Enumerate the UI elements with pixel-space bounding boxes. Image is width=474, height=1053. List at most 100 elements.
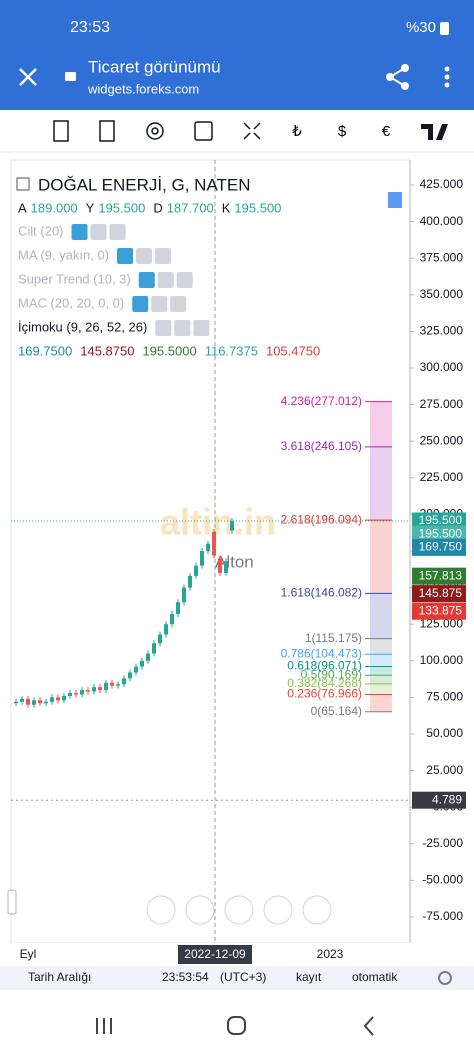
tv-logo — [421, 124, 448, 140]
currency-button[interactable]: $ — [338, 123, 347, 140]
candle-body — [80, 690, 84, 695]
toolbar — [0, 110, 474, 152]
scale-button[interactable] — [388, 192, 402, 208]
price-label: 195.500 — [419, 513, 463, 527]
candle-body — [182, 587, 186, 603]
candle-body — [74, 693, 78, 695]
status-time: 23:53 — [70, 19, 110, 36]
ichimoku-value: 145.8750 — [80, 343, 134, 358]
currency-button[interactable]: € — [382, 123, 391, 140]
y-tick-label: -75.000 — [422, 909, 463, 923]
candle-body — [32, 700, 36, 705]
indicator-name[interactable]: Super Trend (10, 3) — [18, 271, 131, 286]
fib-zone — [370, 694, 392, 712]
crosshair-date-box — [178, 945, 252, 964]
ohlc-key: K — [222, 200, 231, 215]
status-battery: %30 — [406, 19, 436, 36]
ichimoku-value: 105.4750 — [266, 343, 320, 358]
indicator-eye[interactable] — [132, 296, 149, 312]
candle-body — [206, 543, 210, 551]
indicator-name[interactable]: İçimoku (9, 26, 52, 26) — [18, 319, 147, 334]
y-tick-label: 75.000 — [426, 690, 463, 704]
price-label-box — [412, 602, 466, 620]
price-label: 157.813 — [419, 568, 463, 582]
indicator-eye[interactable] — [155, 320, 172, 336]
page-title: Ticaret görünümü — [88, 57, 221, 76]
price-label-box — [412, 791, 466, 809]
y-tick-label: 350.000 — [420, 287, 464, 301]
toolbar-icons[interactable] — [53, 120, 261, 142]
indicator-settings[interactable] — [174, 320, 191, 336]
plot-area — [10, 159, 411, 944]
price-label-box — [412, 512, 466, 530]
timezone[interactable]: (UTC+3) — [220, 970, 266, 984]
fib-zone — [370, 593, 392, 639]
nav-buttons[interactable] — [146, 895, 332, 925]
y-tick-label: 425.000 — [420, 177, 464, 191]
candle-body — [38, 700, 42, 704]
close-button[interactable] — [19, 68, 37, 86]
share-button[interactable] — [386, 64, 409, 90]
price-label: 4.789 — [432, 792, 462, 806]
header-bg — [0, 0, 474, 110]
y-tick-label: 325.000 — [420, 324, 464, 338]
indicator-eye[interactable] — [117, 248, 134, 264]
candle-body — [92, 687, 96, 692]
indicator-remove[interactable] — [193, 320, 210, 336]
android-nav[interactable] — [96, 1016, 374, 1036]
price-label-box — [412, 567, 466, 585]
fib-label: 0.236(76.966) — [287, 687, 362, 701]
legend-toggle[interactable] — [16, 177, 30, 191]
indicator-remove[interactable] — [109, 224, 126, 240]
indicator-settings[interactable] — [90, 224, 107, 240]
indicator-settings[interactable] — [151, 296, 168, 312]
currency-button[interactable]: ₺ — [292, 123, 302, 140]
candle-body — [50, 697, 54, 702]
price-label: 145.875 — [419, 586, 463, 600]
auto-toggle[interactable]: otomatik — [352, 970, 398, 984]
indicator-settings[interactable] — [136, 248, 153, 264]
symbol-name: DOĞAL ENERJİ, G, NATEN — [38, 175, 251, 194]
indicator-remove[interactable] — [170, 296, 187, 312]
ohlc-value: 189.000 — [31, 200, 78, 215]
fib-label: 0.618(96.071) — [287, 659, 362, 673]
price-label: 195.500 — [419, 526, 463, 540]
indicator-name[interactable]: Cilt (20) — [18, 223, 64, 238]
candle-body — [164, 624, 168, 635]
lock-icon — [65, 72, 76, 81]
indicator-eye[interactable] — [138, 272, 155, 288]
bottom-bar — [0, 966, 474, 990]
indicator-name[interactable]: MAC (20, 20, 0, 0) — [18, 295, 124, 310]
side-handle[interactable] — [7, 889, 17, 915]
indicator-eye[interactable] — [71, 224, 88, 240]
ohlc-value: 195.500 — [234, 200, 281, 215]
x-tick-label: Eyl — [20, 947, 37, 961]
fib-zone — [370, 401, 392, 447]
candle-body — [218, 558, 222, 573]
fib-label: 4.236(277.012) — [281, 394, 362, 408]
indicator-remove[interactable] — [176, 272, 193, 288]
candle-body — [116, 684, 120, 686]
date-range[interactable]: Tarih Aralığı — [28, 970, 91, 984]
candle-body — [110, 682, 114, 686]
candle-body — [62, 695, 66, 701]
y-tick-label: 125.000 — [420, 616, 464, 630]
candle-body — [170, 613, 174, 625]
candle-body — [230, 520, 234, 531]
menu-button[interactable] — [444, 66, 450, 88]
indicator-remove[interactable] — [155, 248, 172, 264]
settings-button[interactable] — [438, 971, 452, 985]
y-tick-label: 50.000 — [426, 726, 463, 740]
indicator-name[interactable]: MA (9, yakın, 0) — [18, 247, 109, 262]
candle-body — [98, 687, 102, 691]
y-tick-label: 275.000 — [420, 397, 464, 411]
log-toggle[interactable]: kayıt — [296, 970, 322, 984]
ohlc-value: 195.500 — [98, 200, 145, 215]
candle-body — [14, 701, 18, 704]
fib-label: 2.618(196.094) — [281, 512, 362, 526]
candle-body — [128, 672, 132, 679]
price-label-box — [412, 585, 466, 603]
candle-body — [194, 565, 198, 576]
candle-body — [140, 660, 144, 667]
indicator-settings[interactable] — [157, 272, 174, 288]
